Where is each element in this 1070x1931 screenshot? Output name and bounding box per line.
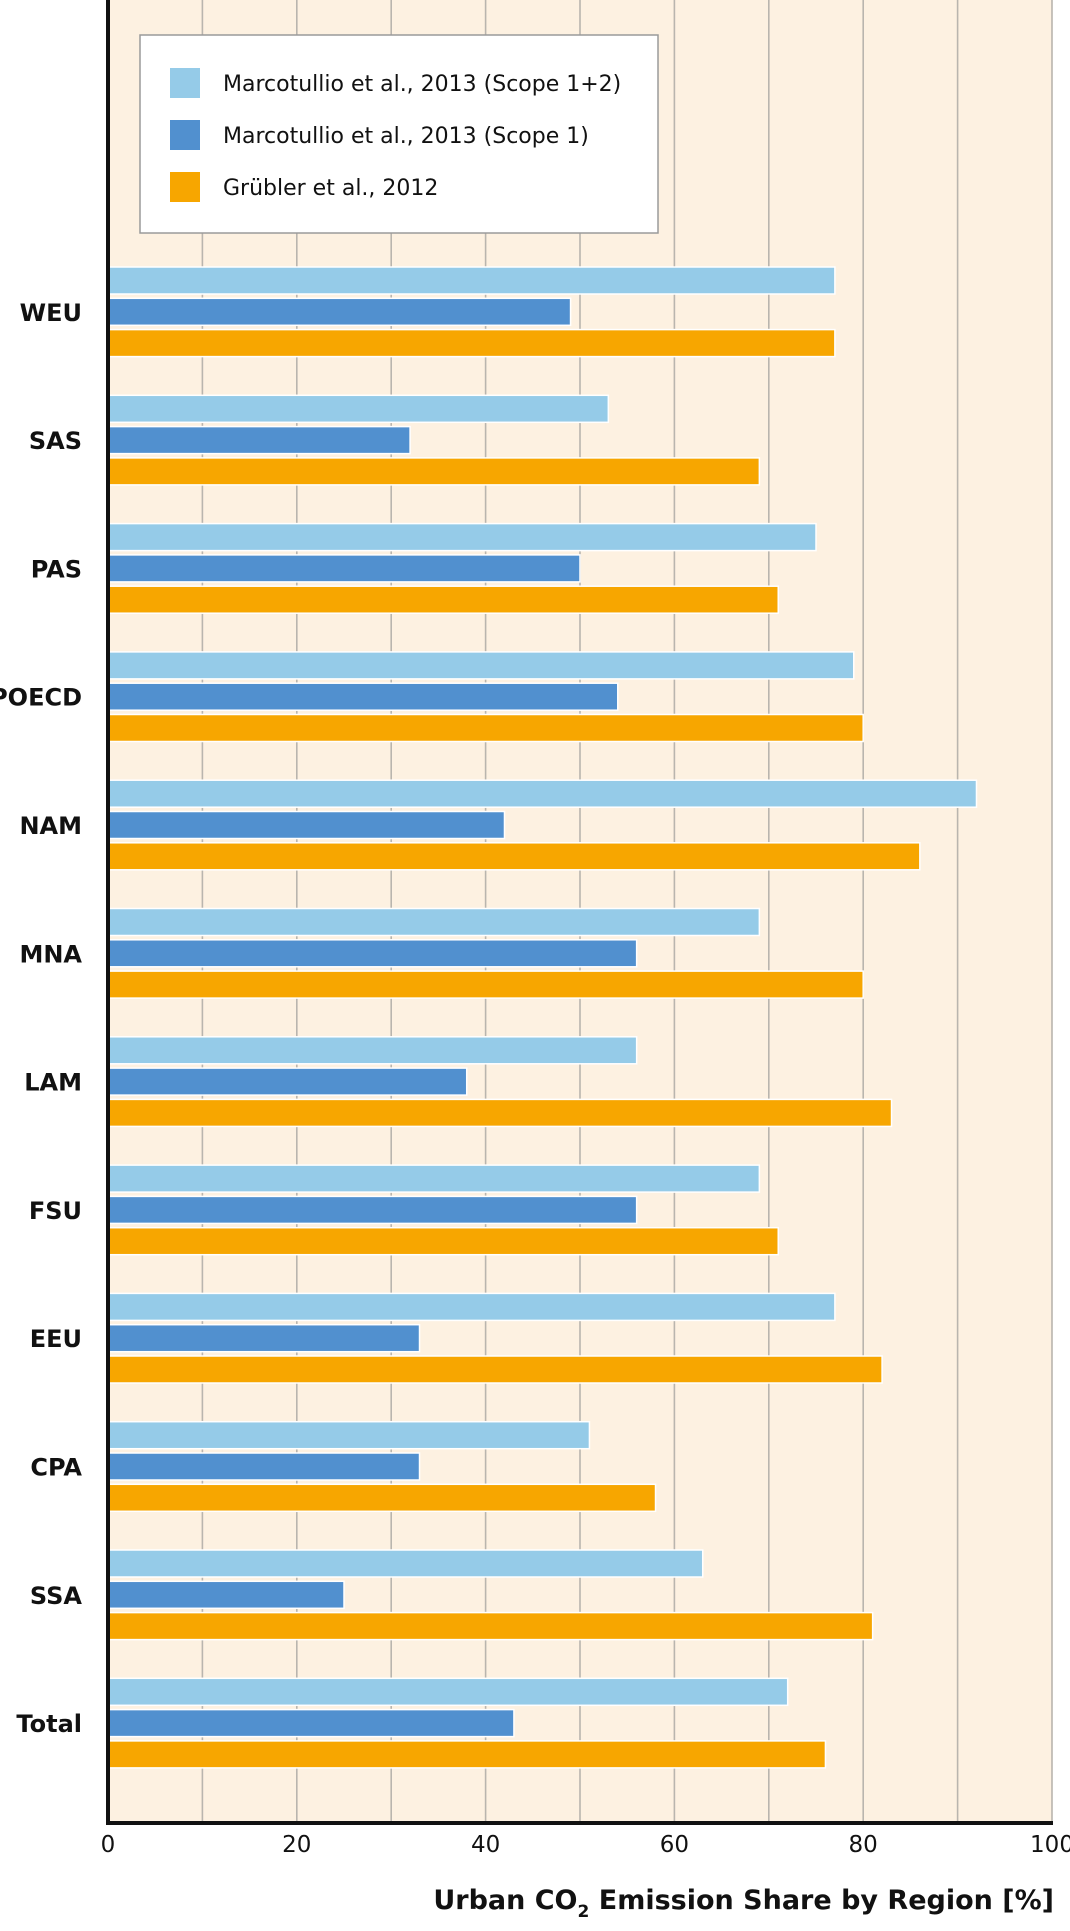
category-label-mna: MNA <box>19 940 82 968</box>
x-tick-label-20: 20 <box>282 1832 311 1858</box>
category-label-weu: WEU <box>20 299 82 327</box>
bar-eeu-series-1 <box>108 1292 836 1322</box>
category-label-fsu: FSU <box>29 1197 82 1225</box>
category-label-total: Total <box>16 1710 82 1738</box>
category-label-lam: LAM <box>24 1069 82 1097</box>
bar-nam-series-2 <box>108 810 506 840</box>
bar-total-series-3 <box>108 1740 827 1769</box>
bar-weu-series-3 <box>108 328 836 358</box>
bar-poecd-series-1 <box>108 651 855 680</box>
bar-total-series-1 <box>108 1677 789 1707</box>
category-label-poecd: POECD <box>0 684 82 712</box>
bar-pas-series-1 <box>108 522 817 552</box>
x-axis-title: Urban CO2 Emission Share by Region [%] <box>433 1885 1054 1922</box>
bar-mna-series-2 <box>108 939 638 968</box>
category-label-nam: NAM <box>19 812 82 840</box>
x-tick-label-60: 60 <box>660 1832 689 1858</box>
x-tick-label-0: 0 <box>101 1832 116 1858</box>
category-labels: WEU SAS PAS POECD NAM MNA LAM FSU EEU CPA SSA Total <box>0 299 82 1738</box>
bar-weu-series-1 <box>108 266 836 295</box>
x-tick-label-80: 80 <box>849 1832 878 1858</box>
bar-nam-series-1 <box>108 779 978 808</box>
bar-mna-series-3 <box>108 970 864 999</box>
bar-ssa-series-3 <box>108 1611 874 1641</box>
x-axis-title-main: Urban CO <box>433 1885 577 1916</box>
bar-pas-series-2 <box>108 554 581 583</box>
bar-mna-series-1 <box>108 907 761 937</box>
category-label-sas: SAS <box>29 427 82 455</box>
bar-lam-series-2 <box>108 1067 468 1096</box>
bar-ssa-series-1 <box>108 1549 704 1578</box>
bar-nam-series-3 <box>108 842 921 871</box>
bar-fsu-series-3 <box>108 1226 779 1256</box>
bar-pas-series-3 <box>108 585 779 614</box>
bar-lam-series-1 <box>108 1036 638 1065</box>
bar-sas-series-2 <box>108 425 411 455</box>
legend-swatch-2 <box>170 120 200 150</box>
bar-poecd-series-2 <box>108 682 619 711</box>
bar-cpa-series-1 <box>108 1420 591 1450</box>
bar-eeu-series-2 <box>108 1323 421 1353</box>
legend-label-3: Grübler et al., 2012 <box>223 176 438 201</box>
x-axis-title-rest: Emission Share by Region [%] <box>589 1885 1054 1916</box>
category-label-pas: PAS <box>31 555 82 583</box>
bars <box>108 266 978 1769</box>
bar-eeu-series-3 <box>108 1355 883 1384</box>
x-tick-label-100: 100 <box>1030 1832 1070 1858</box>
bar-cpa-series-3 <box>108 1483 657 1513</box>
legend: Marcotullio et al., 2013 (Scope 1+2) Marc… <box>139 34 659 234</box>
x-axis-title-subscript: 2 <box>578 1902 590 1922</box>
bar-fsu-series-1 <box>108 1164 761 1193</box>
category-label-eeu: EEU <box>30 1325 82 1353</box>
bar-weu-series-2 <box>108 297 572 327</box>
bar-ssa-series-2 <box>108 1580 345 1610</box>
category-label-ssa: SSA <box>30 1582 82 1610</box>
bar-sas-series-3 <box>108 457 761 486</box>
legend-swatch-3 <box>170 172 200 202</box>
bar-lam-series-3 <box>108 1098 893 1128</box>
legend-label-1: Marcotullio et al., 2013 (Scope 1+2) <box>223 72 621 97</box>
legend-box <box>139 34 659 234</box>
x-tick-labels: 0 20 40 60 80 100 <box>101 1832 1070 1858</box>
bar-cpa-series-2 <box>108 1452 421 1481</box>
category-label-cpa: CPA <box>30 1454 82 1482</box>
bar-sas-series-1 <box>108 394 610 424</box>
legend-swatch-1 <box>170 68 200 98</box>
legend-label-2: Marcotullio et al., 2013 (Scope 1) <box>223 124 589 149</box>
bar-poecd-series-3 <box>108 713 864 743</box>
x-tick-label-40: 40 <box>471 1832 500 1858</box>
bar-fsu-series-2 <box>108 1195 638 1225</box>
bar-total-series-2 <box>108 1708 515 1738</box>
